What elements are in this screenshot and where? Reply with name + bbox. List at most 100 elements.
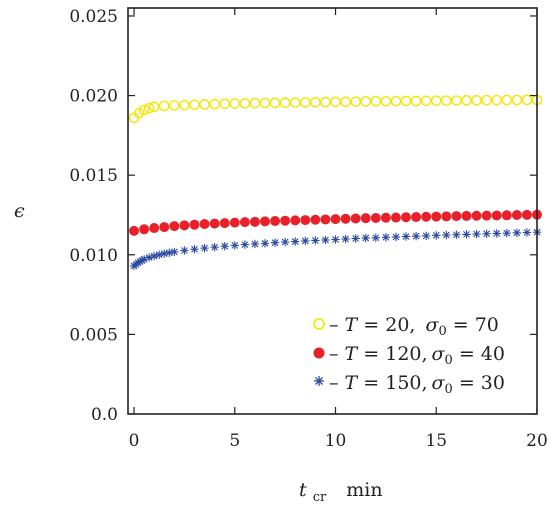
data-point — [432, 231, 441, 240]
data-point — [220, 241, 229, 251]
data-point — [321, 235, 330, 245]
legend-entry-0: – T = 20, σ0 = 70 — [329, 314, 499, 339]
data-point — [331, 235, 340, 244]
data-point — [138, 104, 150, 116]
data-point — [471, 210, 482, 221]
legend-entry-1: – T = 120, σ0 = 40 — [329, 343, 505, 368]
data-point — [170, 247, 179, 257]
data-point — [180, 246, 189, 255]
series-2 — [129, 227, 542, 271]
data-point — [471, 95, 482, 106]
data-point — [492, 229, 501, 238]
legend-entry-2: – T = 150, σ0 = 30 — [329, 372, 505, 397]
data-point — [169, 100, 180, 111]
data-point — [481, 210, 492, 221]
data-point — [410, 95, 422, 107]
x-axis-label-sub: cr — [313, 490, 327, 505]
data-point — [350, 96, 361, 107]
data-point — [400, 95, 412, 107]
data-point — [371, 233, 381, 242]
x-axis-label: t cr min — [299, 479, 383, 506]
data-point — [521, 94, 533, 106]
data-point — [249, 97, 261, 109]
data-point — [341, 234, 350, 244]
data-point — [189, 99, 200, 111]
y-tick-label: 0.015 — [69, 166, 118, 186]
data-point — [169, 221, 180, 232]
legend: – T = 20, σ0 = 70 – T = 120, σ0 = 40 – T =… — [313, 314, 505, 397]
data-point — [155, 250, 164, 259]
data-point — [491, 210, 502, 221]
data-point — [370, 213, 381, 224]
data-point — [451, 211, 462, 222]
data-point — [311, 236, 320, 245]
data-point — [361, 233, 370, 243]
y-axis-label: ϵ — [14, 200, 25, 222]
data-point — [280, 237, 290, 247]
data-point — [219, 98, 231, 110]
data-point — [270, 216, 281, 227]
data-point — [279, 97, 291, 109]
data-point — [189, 219, 200, 230]
data-point — [481, 94, 492, 106]
x-axis-label-unit: min — [346, 479, 382, 501]
data-point — [380, 212, 391, 223]
data-point — [462, 230, 471, 239]
data-point — [502, 228, 511, 238]
data-point — [461, 95, 472, 106]
data-point — [441, 211, 452, 222]
data-point — [149, 251, 159, 261]
data-point — [501, 94, 513, 106]
data-point — [521, 209, 532, 220]
data-point — [159, 222, 170, 233]
data-point — [144, 253, 154, 262]
data-point — [350, 213, 361, 224]
data-point — [210, 242, 219, 252]
data-point — [360, 213, 371, 224]
y-tick-label: 0.010 — [69, 246, 118, 266]
data-point — [250, 239, 260, 249]
x-tick-label: 20 — [526, 431, 548, 451]
x-tick-label: 15 — [425, 431, 447, 451]
data-point — [512, 228, 522, 238]
data-point — [200, 243, 209, 253]
data-point — [219, 218, 230, 229]
data-point — [149, 223, 160, 234]
data-point — [249, 216, 260, 227]
data-point — [391, 232, 401, 242]
data-point — [229, 217, 240, 228]
data-point — [390, 212, 401, 223]
data-point — [230, 241, 239, 250]
data-point — [442, 230, 451, 240]
data-point — [351, 234, 360, 243]
data-point — [381, 233, 391, 242]
data-point — [280, 215, 291, 226]
series-0 — [128, 94, 543, 124]
data-point — [179, 99, 190, 111]
data-point — [300, 97, 311, 108]
data-point — [240, 240, 250, 249]
data-point — [259, 97, 271, 109]
data-point — [472, 229, 481, 239]
plot-frame — [127, 7, 538, 415]
data-point — [310, 96, 321, 108]
data-point — [461, 210, 472, 221]
data-point — [239, 98, 251, 109]
legend-marker-0 — [313, 318, 325, 330]
data-point — [370, 96, 382, 107]
data-point — [441, 95, 452, 106]
data-point — [320, 96, 331, 108]
data-point — [190, 245, 199, 254]
x-tick-label: 5 — [229, 431, 240, 451]
data-point — [511, 94, 523, 106]
data-point — [199, 219, 210, 230]
data-point — [320, 214, 331, 225]
data-point — [340, 96, 351, 108]
y-tick-label: 0.020 — [69, 87, 118, 107]
x-axis-label-main: t — [299, 479, 307, 501]
data-point — [430, 95, 442, 106]
data-point — [420, 95, 432, 107]
data-point — [139, 255, 149, 264]
data-point — [421, 211, 432, 222]
data-point — [380, 96, 392, 107]
